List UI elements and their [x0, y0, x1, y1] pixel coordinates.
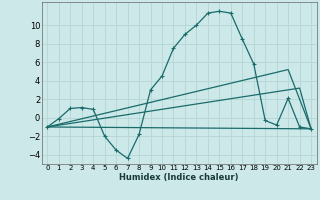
X-axis label: Humidex (Indice chaleur): Humidex (Indice chaleur)	[119, 173, 239, 182]
